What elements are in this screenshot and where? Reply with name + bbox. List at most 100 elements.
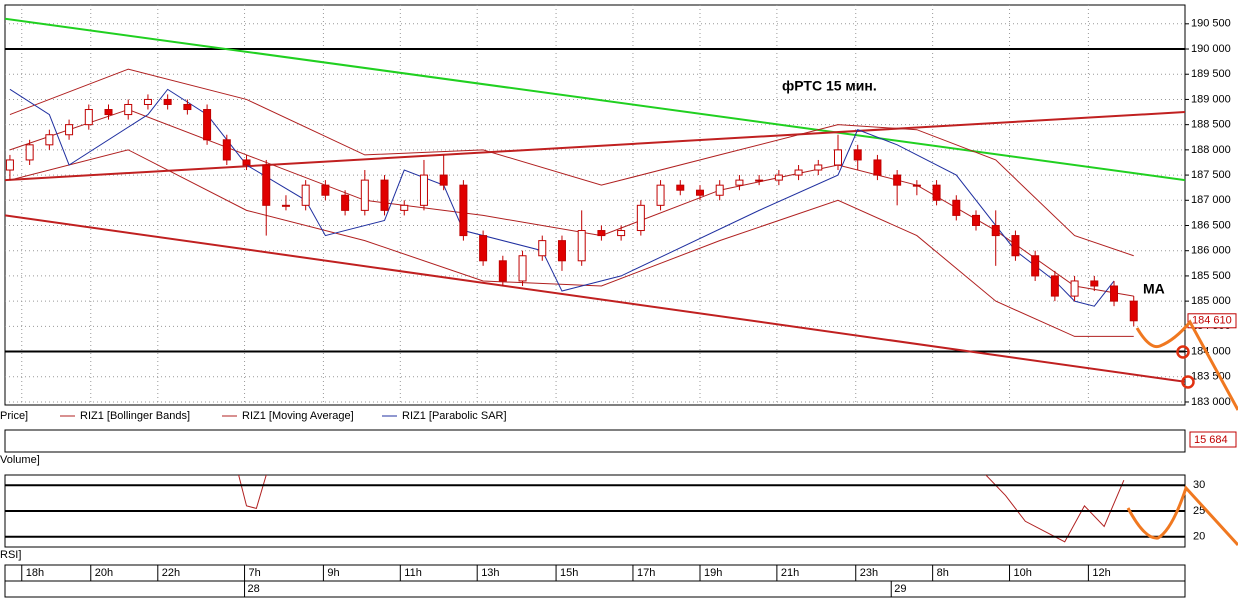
volume-last: 15 684 [1194, 434, 1228, 446]
candle-body [1090, 280, 1099, 287]
ma-annotation: MA [1143, 281, 1165, 297]
candle-body [479, 235, 488, 262]
volume-tag [1189, 431, 1237, 448]
candle-body [439, 174, 448, 186]
candle-body [1031, 255, 1040, 277]
candle-body [952, 199, 961, 216]
x-tick-label: 7h [249, 567, 261, 579]
x-tick-label: 13h [481, 567, 499, 579]
x-tick-label: 21h [781, 567, 799, 579]
candle-body [1050, 275, 1059, 297]
candle-body [163, 98, 172, 105]
candle-body [262, 164, 271, 206]
legend-label: RIZ1 [Bollinger Bands] [80, 410, 190, 422]
candle-body [498, 260, 507, 282]
x-tick-label: 8h [937, 567, 949, 579]
x-tick-label: 22h [162, 567, 180, 579]
x-tick-label: 11h [404, 567, 422, 579]
candle-body [360, 179, 369, 211]
candle-body [676, 184, 685, 191]
candle-body [715, 184, 724, 196]
legend-label: RIZ1 [Parabolic SAR] [402, 410, 507, 422]
candle-body [695, 189, 704, 196]
candle-body [755, 179, 764, 182]
candle-body [518, 255, 527, 282]
candle-body [538, 240, 547, 257]
candle-body [321, 184, 330, 196]
y-tick-label: 185 500 [1191, 270, 1231, 282]
y-tick-label: 183 000 [1191, 396, 1231, 408]
x-tick-label: 23h [860, 567, 878, 579]
x-tick-label: 18h [26, 567, 44, 579]
candle-body [459, 184, 468, 237]
candle-body [45, 134, 54, 146]
x-tick-label: 9h [327, 567, 339, 579]
candle-body [991, 224, 1000, 237]
candle-body [1070, 280, 1079, 297]
y-tick-label: 183 500 [1191, 371, 1231, 383]
projection [1135, 319, 1238, 411]
y-tick-label: 186 000 [1191, 245, 1231, 257]
candle-body [814, 164, 823, 171]
candle-body [873, 159, 882, 176]
candle-body [104, 109, 113, 116]
indicator-line [9, 88, 1115, 307]
candle-body [656, 184, 665, 206]
y-tick-label: 184 000 [1191, 345, 1231, 357]
legend-label: RIZ1 [Moving Average] [242, 410, 354, 422]
candle-body [597, 230, 606, 237]
candle-body [932, 184, 941, 201]
x-tick-label: 17h [637, 567, 655, 579]
y-tick-label: 190 000 [1191, 43, 1231, 55]
date-label: 29 [894, 583, 906, 595]
candle-body [341, 194, 350, 211]
trendline [5, 17, 1185, 182]
candle-body [735, 179, 744, 186]
trendline [5, 214, 1185, 383]
candle-body [84, 109, 93, 126]
candle-body [617, 230, 626, 237]
marker [1176, 345, 1190, 359]
candle-body [577, 230, 586, 262]
date-label: 28 [248, 583, 260, 595]
legend-price: Price] [0, 410, 28, 422]
marker [1181, 375, 1195, 389]
x-tick-label: 10h [1014, 567, 1032, 579]
candle-body [912, 184, 921, 187]
candle-body [143, 98, 152, 105]
candle-body [794, 169, 803, 176]
candle-body [65, 124, 74, 136]
candle-body [203, 109, 212, 141]
candle-body [893, 174, 902, 186]
candle-body [301, 184, 310, 206]
volume-label: Volume] [0, 454, 40, 466]
y-tick-label: 188 500 [1191, 119, 1231, 131]
y-tick-label: 188 000 [1191, 144, 1231, 156]
x-tick-label: 15h [560, 567, 578, 579]
chart-title: фРТС 15 мин. [782, 78, 877, 94]
candle-body [380, 179, 389, 211]
candle-body [1129, 300, 1138, 322]
trendline [5, 111, 1185, 182]
y-tick-label: 186 500 [1191, 219, 1231, 231]
y-tick-label: 187 000 [1191, 194, 1231, 206]
candle-body [281, 204, 290, 207]
price-tag-label: 184 610 [1192, 315, 1232, 327]
y-tick-label: 189 500 [1191, 68, 1231, 80]
candle-body [5, 159, 14, 171]
rsi-projection [1126, 485, 1238, 547]
candle-body [853, 149, 862, 161]
candle-body [774, 174, 783, 181]
candle-body [557, 240, 566, 262]
y-tick-label: 190 500 [1191, 18, 1231, 30]
x-tick-label: 20h [95, 567, 113, 579]
indicator-line [9, 149, 1134, 337]
candle-body [1011, 235, 1020, 257]
y-tick-label: 185 000 [1191, 295, 1231, 307]
candle-body [25, 144, 34, 161]
rsi-tick-label: 30 [1193, 479, 1205, 491]
y-tick-label: 189 000 [1191, 93, 1231, 105]
rsi-label: RSI] [0, 549, 21, 561]
